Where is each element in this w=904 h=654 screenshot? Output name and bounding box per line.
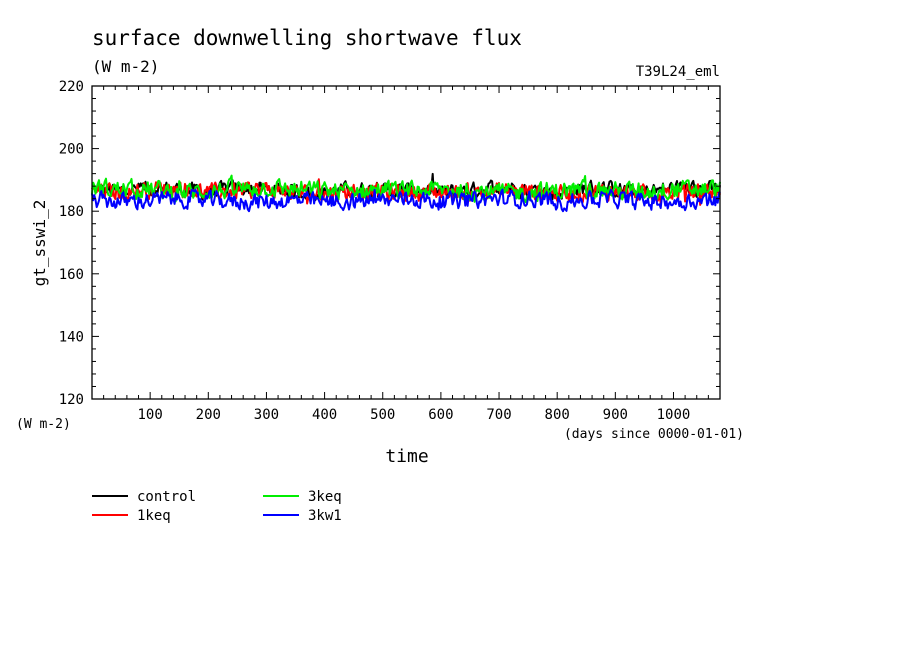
x-tick-label: 100 [137, 407, 162, 423]
legend-label-1keq: 1keq [137, 508, 171, 524]
y-axis-label: gt_sswi_2 [30, 200, 49, 287]
chart-subtitle: (W m-2) [92, 57, 159, 76]
legend-item-control: control [92, 489, 196, 505]
x-tick-label: 700 [486, 407, 511, 423]
series-line-3kw1 [91, 188, 721, 213]
y-tick-labels: 120 140 160 180 200 220 [59, 79, 84, 408]
x-tick-label: 1000 [657, 407, 691, 423]
y-tick-label: 120 [59, 392, 84, 408]
series-line-control [91, 172, 721, 202]
legend: control 1keq 3keq 3kw1 [92, 489, 342, 524]
x-tick-label: 600 [428, 407, 453, 423]
plot-frame [91, 85, 721, 400]
x-tick-label: 800 [545, 407, 570, 423]
x-axis-unit: (days since 0000-01-01) [564, 427, 744, 442]
x-tick-label: 200 [196, 407, 221, 423]
x-tick-labels: 100 200 300 400 500 600 700 800 900 1000 [137, 407, 690, 423]
y-tick-label: 220 [59, 79, 84, 95]
y-tick-label: 140 [59, 329, 84, 345]
x-tick-label: 500 [370, 407, 395, 423]
y-axis-unit: (W m-2) [16, 417, 71, 432]
legend-item-3keq: 3keq [263, 489, 342, 505]
legend-item-1keq: 1keq [92, 508, 171, 524]
run-label: T39L24_eml [636, 64, 720, 80]
x-tick-label: 400 [312, 407, 337, 423]
series-layer [91, 172, 721, 213]
legend-label-control: control [137, 489, 196, 505]
legend-label-3kw1: 3kw1 [308, 508, 342, 524]
y-tick-label: 200 [59, 142, 84, 158]
y-tick-label: 180 [59, 204, 84, 220]
ticks-layer [92, 86, 721, 399]
legend-item-3kw1: 3kw1 [263, 508, 342, 524]
x-axis-label: time [385, 446, 428, 467]
legend-label-3keq: 3keq [308, 489, 342, 505]
y-tick-label: 160 [59, 267, 84, 283]
chart-title: surface downwelling shortwave flux [92, 26, 522, 50]
x-tick-label: 300 [254, 407, 279, 423]
x-tick-label: 900 [603, 407, 628, 423]
series-line-1keq [91, 178, 721, 206]
